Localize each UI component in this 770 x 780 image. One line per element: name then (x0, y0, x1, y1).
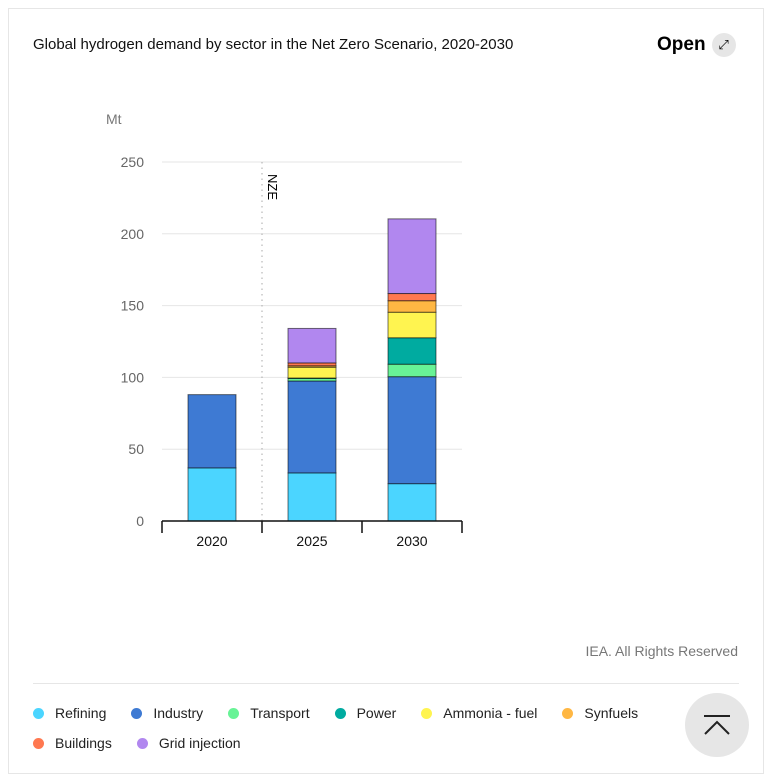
legend-item[interactable]: Synfuels (562, 703, 638, 723)
bar-segment-synfuels (387, 300, 437, 313)
open-button[interactable]: Open ⤢ (657, 33, 736, 57)
x-tick-label: 2030 (396, 533, 427, 549)
bar-segment-refining (187, 467, 237, 522)
bar-segment-industry (187, 394, 237, 469)
divider (33, 683, 739, 684)
bar-segment-ammonia-fuel (387, 311, 437, 339)
legend-item[interactable]: Grid injection (136, 733, 241, 753)
chart-title: Global hydrogen demand by sector in the … (33, 36, 514, 53)
chevron-up-icon (704, 715, 730, 735)
x-tick-label: 2025 (296, 533, 327, 549)
bar-segment-transport (387, 363, 437, 378)
y-axis-label: Mt (106, 111, 122, 127)
legend-dot (228, 707, 240, 719)
legend-label: Buildings (55, 735, 112, 751)
y-tick-label: 100 (121, 369, 145, 385)
bar-segment-industry (287, 380, 337, 474)
legend-label: Refining (55, 705, 107, 721)
y-tick-label: 250 (121, 154, 145, 170)
open-label: Open (657, 34, 706, 55)
bar-segment-ammonia-fuel (287, 366, 337, 379)
bar-segment-industry (387, 376, 437, 485)
legend-dot (421, 707, 433, 719)
bar-segment-refining (287, 472, 337, 522)
credit: IEA. All Rights Reserved (585, 643, 738, 659)
bar-segment-power (387, 337, 437, 365)
x-tick-label: 2020 (196, 533, 227, 549)
legend-item[interactable]: Power (334, 703, 397, 723)
legend-item[interactable]: Buildings (33, 733, 112, 753)
legend-label: Industry (153, 705, 204, 721)
legend-item[interactable]: Transport (228, 703, 310, 723)
legend-label: Grid injection (158, 735, 241, 751)
bar-segment-grid-injection (387, 218, 437, 295)
legend-item[interactable]: Refining (33, 703, 106, 723)
expand-arrows-icon: ⤢ (711, 33, 736, 57)
scroll-top-button[interactable] (685, 693, 749, 757)
legend-dot (33, 707, 44, 719)
legend-label: Power (356, 705, 397, 721)
legend-item[interactable]: Ammonia - fuel (421, 703, 537, 723)
legend-label: Synfuels (584, 705, 639, 721)
bar-segment-buildings (387, 293, 437, 302)
legend-label: Transport (250, 705, 310, 721)
legend-dot (562, 707, 574, 719)
y-tick-label: 150 (121, 298, 145, 314)
legend: Refining Industry Transport Power Ammonia - … (33, 703, 673, 753)
legend-item[interactable]: Industry (131, 703, 203, 723)
legend-dot (33, 737, 44, 749)
legend-dot (334, 707, 346, 719)
legend-dot (131, 707, 143, 719)
bar-segment-refining (387, 483, 437, 522)
y-tick-label: 0 (136, 513, 144, 529)
chart-card: Global hydrogen demand by sector in the … (8, 8, 764, 774)
bar-segment-grid-injection (287, 327, 337, 364)
legend-label: Ammonia - fuel (443, 705, 538, 721)
y-tick-label: 50 (128, 441, 144, 457)
nze-label: NZE (265, 174, 280, 200)
y-tick-label: 200 (121, 226, 145, 242)
legend-dot (136, 737, 148, 749)
